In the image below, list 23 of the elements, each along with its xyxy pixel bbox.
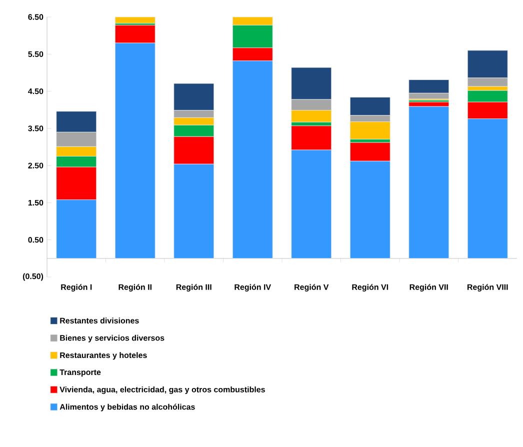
x-tick-label: Región V [294, 284, 329, 292]
legend-label: Transporte [60, 369, 101, 377]
legend-label: Bienes y servicios diversos [60, 334, 164, 342]
x-tick-label: Región VIII [467, 284, 508, 292]
y-tick-label: 6.50 [28, 14, 44, 20]
x-tick-label: Región I [61, 284, 92, 292]
y-tick-label: 5.50 [28, 51, 44, 57]
y-tick-label: 0.50 [28, 237, 44, 243]
bar [114, 16, 156, 24]
x-tick-label: Región VI [352, 284, 388, 292]
legend-label: Restantes divisiones [60, 318, 139, 324]
y-tick-label: (0.50) [22, 273, 44, 281]
y-tick-label: 3.50 [28, 126, 44, 132]
x-tick-label: Región IV [234, 284, 272, 292]
x-tick-label: Región VII [410, 284, 448, 292]
legend-label: Alimentos y bebidas no alcohólicas [60, 404, 195, 412]
x-tick-label: Región III [176, 284, 212, 292]
legend-label: Vivienda, agua, electricidad, gas y otros combustibles [60, 386, 265, 394]
y-tick-label: 2.50 [28, 162, 44, 168]
y-tick-label: 4.50 [28, 88, 44, 94]
x-tick-label: Región II [118, 284, 152, 292]
y-tick-label: 1.50 [28, 200, 44, 206]
legend-label: Restaurantes y hoteles [60, 352, 147, 360]
